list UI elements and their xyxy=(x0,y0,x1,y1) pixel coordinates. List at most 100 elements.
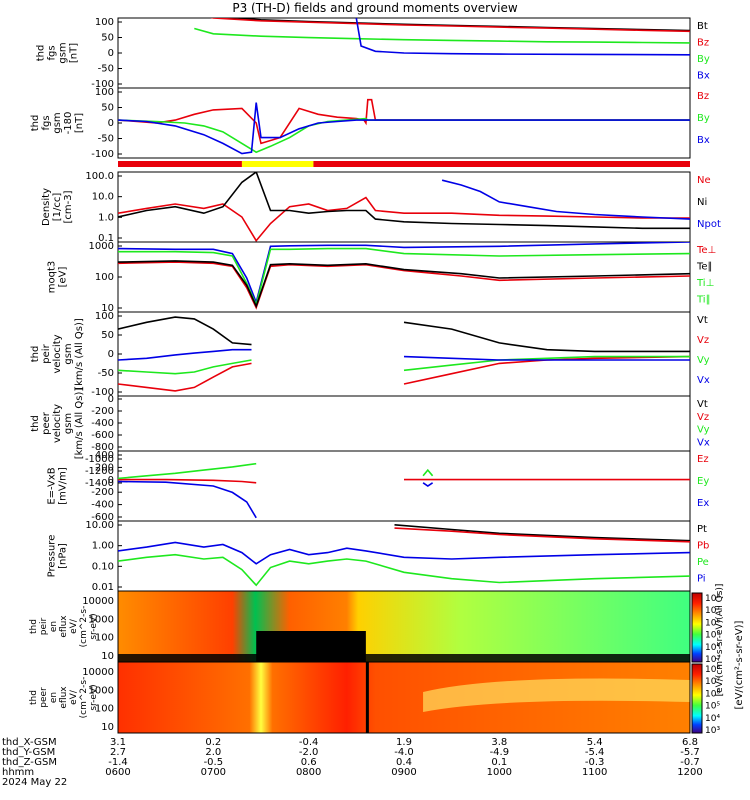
series-Vy xyxy=(118,355,690,375)
legend-Ez: Ez xyxy=(697,454,709,465)
panel-fgs-gsm: thd fgs gsm [nT] 100 50 0 -50 -100 Bt Bz By Bx xyxy=(36,17,710,90)
x-tick-value: 0.4 xyxy=(396,757,412,768)
x-tick-value: 2.7 xyxy=(110,747,126,758)
spectrogram-image xyxy=(118,591,690,662)
y-label-line: thd xyxy=(29,619,39,634)
x-tick-value: -4.0 xyxy=(394,747,414,758)
series-Ey xyxy=(118,462,434,480)
legend-Bx: Bx xyxy=(697,71,710,82)
x-tick-value: 0.2 xyxy=(205,737,221,748)
x-tick-value: -2.0 xyxy=(299,747,319,758)
y-label-line: -180 xyxy=(63,112,74,135)
panel-density: Density [1/cc] [cm-3] 100.0 10.0 1.0 0.1 Ne Ni Np… xyxy=(41,171,721,244)
legend-Bt: Bt xyxy=(697,21,708,32)
mode-bar xyxy=(118,161,690,167)
y-label-line: [nPa] xyxy=(58,543,69,569)
series-Bx xyxy=(355,18,690,56)
colorbar-tick: 10⁸ xyxy=(705,665,720,675)
y-label-line: [1/cc] xyxy=(52,193,63,222)
y-label-line: [cm-3] xyxy=(63,190,74,223)
series-Pe xyxy=(118,553,690,587)
y-tick-label: 1000 xyxy=(89,685,114,696)
y-tick-label: 1000 xyxy=(89,614,114,625)
y-axis-label: thd fgs gsm -180 [nT] xyxy=(30,112,85,135)
legend-By: By xyxy=(697,113,710,124)
y-tick-label: 0 xyxy=(108,475,114,486)
legend-Te⊥: Te⊥ xyxy=(696,245,716,256)
y-tick-label: -400 xyxy=(91,500,114,511)
x-row-label: hhmm xyxy=(2,767,34,778)
y-label-line: fgs xyxy=(41,115,52,130)
series-By xyxy=(194,27,690,44)
legend-Vz: Vz xyxy=(697,412,709,423)
y-label-line: (cm^2-s- xyxy=(79,606,89,648)
x-axis-labels: thd_X-GSM 3.1 0.2 -0.4 1.9 3.8 5.4 6.8 thd_Y-GSM… xyxy=(2,737,703,788)
x-row-label: thd_X-GSM xyxy=(2,737,57,748)
y-axis-label: Density [1/cc] [cm-3] xyxy=(41,188,74,226)
mode-bar-segment xyxy=(241,161,314,167)
y-tick-label: -600 xyxy=(91,512,114,523)
y-axis-label: thd peir velocity gsm [km/s (All Qs)] xyxy=(30,318,85,390)
y-label-line: peer xyxy=(39,687,49,708)
y-label-line: [eV] xyxy=(58,267,69,288)
y-label-line: E=-VxB xyxy=(47,467,58,504)
y-tick-label: 400 xyxy=(95,450,114,461)
series-Ne xyxy=(118,196,690,242)
y-label-line: gsm xyxy=(63,413,74,434)
mode-bar-segment xyxy=(118,161,242,167)
x-tick-value: 1100 xyxy=(582,767,607,778)
x-tick-value: 1000 xyxy=(487,767,512,778)
series-Vx xyxy=(118,348,690,361)
colorbar-tick: 10⁸ xyxy=(705,594,720,604)
series-Ti xyxy=(118,242,690,305)
x-tick-value: 3.8 xyxy=(491,737,507,748)
y-axis-label: E=-VxB [mV/m] xyxy=(47,467,69,505)
y-label-line: Density xyxy=(41,188,52,226)
series-Pi xyxy=(118,541,690,565)
y-label-line: moqt3 xyxy=(47,261,58,294)
y-tick-label: 10.0 xyxy=(92,192,114,203)
legend-Vz: Vz xyxy=(697,335,709,346)
y-label-line: gsm xyxy=(52,112,63,133)
legend-Vy: Vy xyxy=(697,355,710,366)
y-label-line: [mV/m] xyxy=(58,467,69,505)
y-tick-label: -50 xyxy=(98,64,114,75)
y-tick-label: 100 xyxy=(95,311,114,322)
y-tick-label: 200 xyxy=(95,462,114,473)
series-Bz xyxy=(118,98,690,145)
y-label-line: eV/ xyxy=(69,618,79,634)
y-axis-label: moqt3 [eV] xyxy=(47,261,69,294)
y-label-line: Pressure xyxy=(47,535,58,578)
y-tick-label: 0.10 xyxy=(92,561,114,572)
y-axis-label: thd peir en eflux eV/(cm^2-s-sr-eV) xyxy=(29,606,99,648)
panel-ion-spectrogram: thd peir en eflux eV/(cm^2-s-sr-eV)100001000… xyxy=(29,590,691,663)
colorbar-tick: 10⁶ xyxy=(705,618,720,628)
y-tick-label: -800 xyxy=(91,442,114,453)
y-tick-label: 1.0 xyxy=(98,212,114,223)
legend-Ni: Ni xyxy=(697,197,707,208)
y-label-line: [nT] xyxy=(74,113,85,133)
y-tick-label: 0 xyxy=(108,349,114,360)
y-axis-label: Pressure [nPa] xyxy=(47,535,69,578)
gap-line xyxy=(365,662,369,733)
energy-feature xyxy=(423,678,690,712)
colorbar-label-2: [eV/(cm²-s-sr-eV)(All Qs)] xyxy=(715,584,725,697)
y-tick-label: 10 xyxy=(101,651,114,662)
legend-Pt: Pt xyxy=(697,524,707,535)
x-tick-value: 1.9 xyxy=(396,737,412,748)
panel-electron-velocity: thd peer velocity gsm [km/s (All Qs)] 0-200-4… xyxy=(30,388,710,489)
y-label-line: sr-eV) xyxy=(89,684,99,710)
x-tick-value: -5.4 xyxy=(585,747,605,758)
y-tick-label: 100.0 xyxy=(85,171,114,182)
colorbar-tick: 10³ xyxy=(705,655,720,665)
y-label-line: [km/s (All Qs)] xyxy=(74,388,85,460)
y-tick-label: 1.00 xyxy=(92,541,114,552)
series-Te⊥ xyxy=(118,261,690,310)
legend-Bx: Bx xyxy=(697,135,710,146)
y-label-line: velocity xyxy=(52,404,63,443)
y-tick-label: -600 xyxy=(91,430,114,441)
y-label-line: (cm^2-s- xyxy=(79,677,89,719)
legend-Bz: Bz xyxy=(697,38,709,49)
legend-Te∥: Te∥ xyxy=(696,262,713,273)
